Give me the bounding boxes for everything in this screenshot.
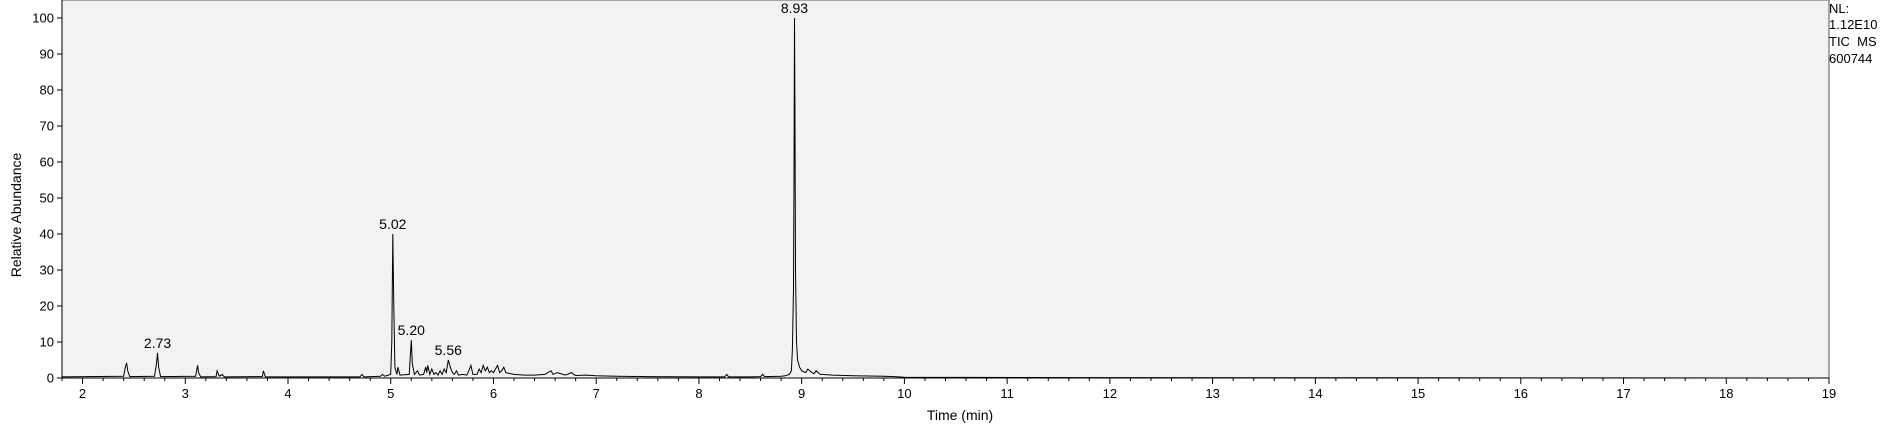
peak-label: 8.93 (781, 0, 808, 16)
plot-area (61, 0, 1830, 379)
y-tick-label: 50 (40, 191, 54, 206)
scan-filter: TIC MS (1829, 34, 1877, 49)
nl-value: 1.12E10 (1829, 17, 1878, 32)
x-tick-label: 8 (695, 386, 702, 401)
peak-labels: 2.73 5.02 5.20 5.56 8.93 (144, 0, 808, 358)
y-tick-label: 0 (47, 371, 54, 386)
nl-label: NL: (1829, 1, 1850, 16)
x-tick-label: 3 (182, 386, 189, 401)
y-tick-label: 10 (40, 335, 54, 350)
y-tick-label: 60 (40, 155, 54, 170)
y-tick-label: 40 (40, 227, 54, 242)
x-tick-label: 12 (1103, 386, 1117, 401)
tic-trace (61, 17, 1830, 379)
x-tick-label: 17 (1616, 386, 1630, 401)
y-tick-label: 90 (40, 47, 54, 62)
y-tick-label: 80 (40, 83, 54, 98)
x-tick-label: 18 (1719, 386, 1733, 401)
x-tick-label: 6 (490, 386, 497, 401)
x-tick-label: 7 (593, 386, 600, 401)
y-tick-label: 30 (40, 263, 54, 278)
x-tick-label: 2 (79, 386, 86, 401)
peak-label: 5.20 (398, 322, 425, 338)
x-tick-label: 15 (1411, 386, 1425, 401)
x-tick-label: 11 (1000, 386, 1014, 401)
x-tick-label: 10 (897, 386, 911, 401)
x-axis-title: Time (min) (927, 407, 993, 423)
x-tick-label: 14 (1308, 386, 1322, 401)
peak-label: 5.56 (435, 342, 462, 358)
peak-label: 5.02 (379, 216, 406, 232)
x-tick-label: 19 (1822, 386, 1836, 401)
y-axis: 0 10 20 30 40 50 60 70 80 90 100 (32, 0, 63, 386)
x-tick-label: 4 (284, 386, 291, 401)
x-tick-label: 13 (1205, 386, 1219, 401)
y-axis-title: Relative Abundance (8, 153, 24, 278)
y-tick-label: 20 (40, 299, 54, 314)
y-tick-label: 100 (32, 11, 54, 26)
x-tick-label: 16 (1514, 386, 1528, 401)
x-tick-label: 9 (798, 386, 805, 401)
y-tick-label: 70 (40, 119, 54, 134)
file-id: 600744 (1829, 51, 1873, 66)
x-axis: 2 3 4 5 6 7 8 9 10 11 12 13 14 15 16 17 18 19 (61, 377, 1836, 401)
peak-label: 2.73 (144, 335, 171, 351)
x-tick-label: 5 (387, 386, 394, 401)
